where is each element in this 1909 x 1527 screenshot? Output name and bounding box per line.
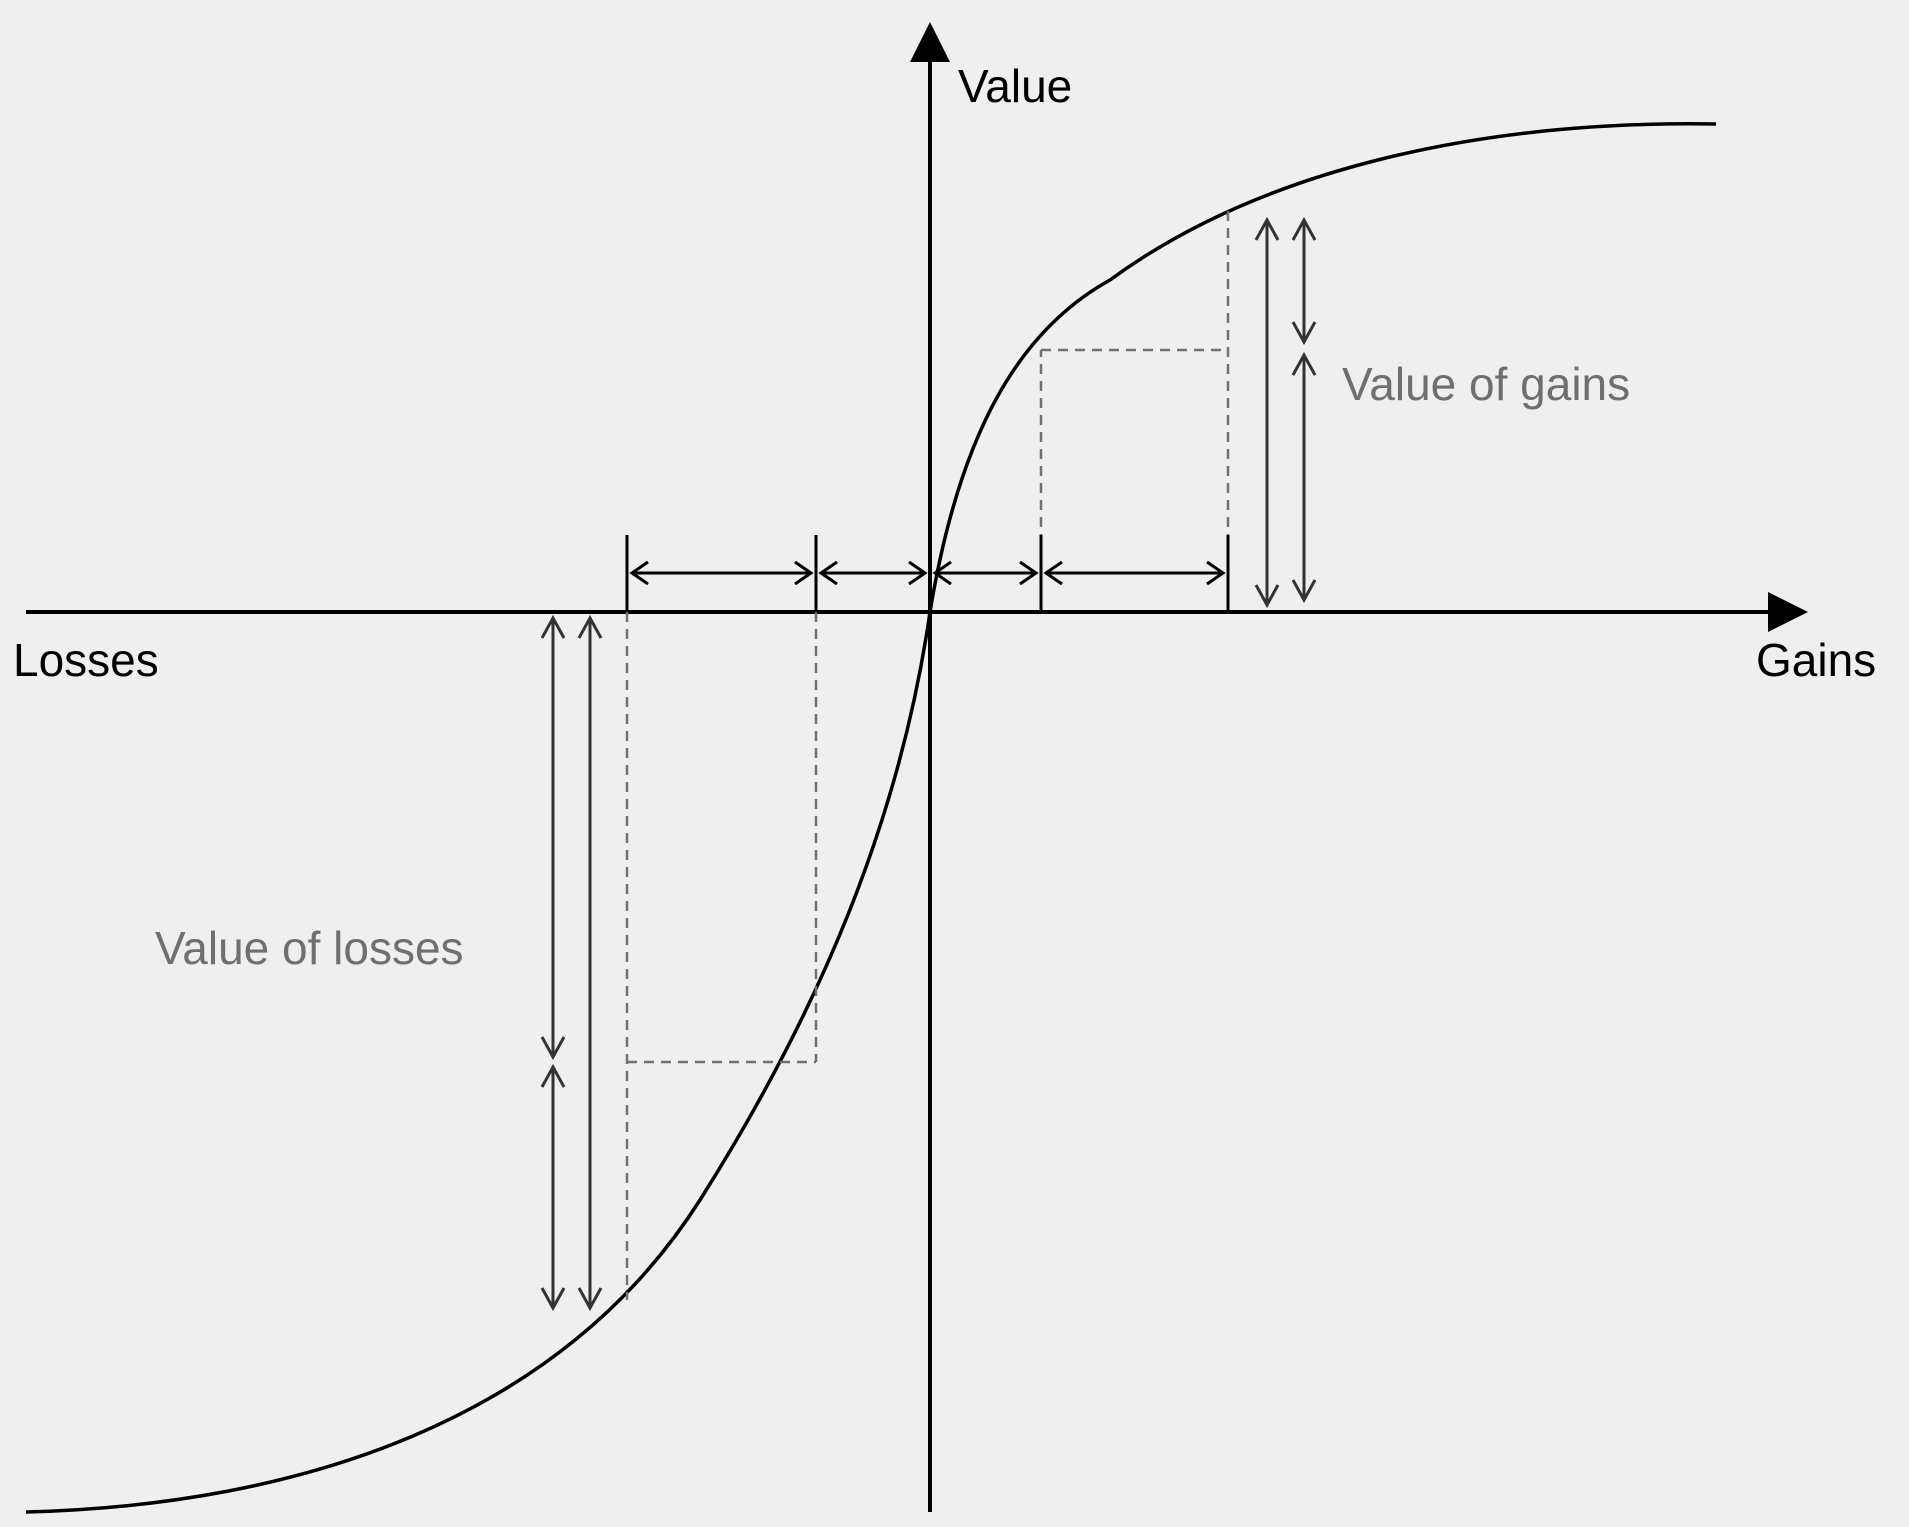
gain-lower-increment-arrow-bottom-head [1291,579,1317,604]
loss-inner-horizontal-arrow-right-head [908,560,928,586]
gain-lower-increment-arrow-top-head [1291,351,1317,376]
loss-upper-increment-arrow-bottom-head [540,1036,566,1061]
value-of-losses-label: Value of losses [155,922,464,974]
axes [26,22,1808,1512]
loss-total-vertical-arrow-bottom-head [577,1287,603,1312]
loss-lower-increment-arrow-top-head [540,1063,566,1088]
dashed-guides [625,210,1230,1300]
gain-outer-horizontal-arrow-left-head [1043,560,1063,586]
horizontal-intervals [625,535,1230,612]
gain-total-vertical-arrow-bottom-head [1254,584,1280,609]
loss-outer-horizontal-arrow-left-head [629,560,649,586]
gain-vertical-arrows [1254,216,1317,609]
loss-outer-horizontal-arrow-right-head [794,560,814,586]
loss-upper-increment-arrow-top-head [540,614,566,639]
value-curve [25,122,1717,1514]
loss-inner-horizontal-arrow-left-head [818,560,838,586]
loss-lower-increment-arrow-bottom-head [540,1287,566,1312]
gain-inner-horizontal-arrow-right-head [1019,560,1039,586]
gain-inner-horizontal-arrow-left-head [932,560,952,586]
gain-upper-increment-arrow-bottom-head [1291,321,1317,346]
gain-total-vertical-arrow-top-head [1254,216,1280,241]
value-of-gains-label: Value of gains [1342,358,1630,410]
gain-outer-horizontal-arrow-right-head [1206,560,1226,586]
y-axis-label: Value [958,60,1072,112]
losses-axis-label: Losses [13,634,159,686]
gain-upper-increment-arrow-top-head [1291,216,1317,241]
loss-vertical-arrows [540,614,603,1312]
loss-total-vertical-arrow-top-head [577,614,603,639]
gains-axis-label: Gains [1756,634,1876,686]
